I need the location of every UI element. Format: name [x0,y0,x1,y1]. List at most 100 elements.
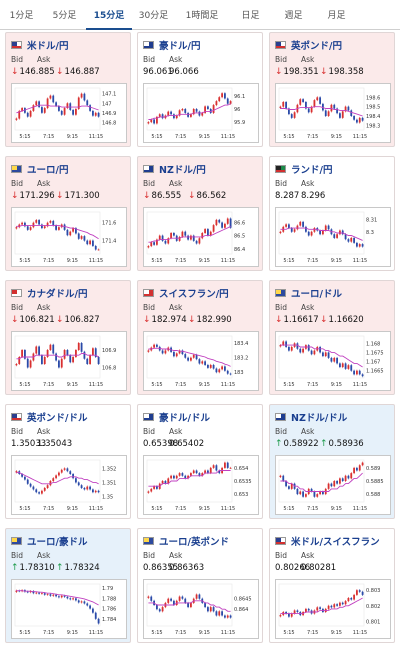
pair-name-link[interactable]: 豪ドル/円 [159,41,201,52]
tab-1[interactable]: 5分足 [52,11,77,21]
candle-body [207,364,209,368]
rate-card-cadjpy[interactable]: カナダドル/円 Bid Ask ↓106.821 ↓106.827 106.9 106.8 5… [5,280,131,395]
pair-name-link[interactable]: ユーロ/ドル [291,289,342,300]
pair-name-link[interactable]: 英ポンド/ドル [27,413,88,424]
candle-body [60,595,63,598]
mini-chart[interactable]: 183.4 183.2 183 5:15 7:15 9:15 11:15 [143,331,259,391]
candle-body [75,478,77,483]
candle-body [327,352,330,358]
bid-value: 1.35033 [11,439,47,449]
rate-card-nzdusd[interactable]: NZドル/ドル Bid Ask ↑0.58922 ↑0.58936 0.589 0.5885… [269,404,395,519]
y-tick-label: 198.5 [366,105,380,111]
tab-3[interactable]: 30分足 [138,11,169,21]
mini-chart[interactable]: 171.6 171.4 5:15 7:15 9:15 11:15 [11,207,127,267]
y-tick-label: 171.6 [102,221,116,227]
mini-chart[interactable]: 1.79 1.788 1.786 1.784 5:15 7:15 9:15 11:15 [11,579,127,639]
candle-body [207,607,209,612]
mini-chart[interactable]: 0.803 0.802 0.801 5:15 7:15 9:15 11:15 [275,579,391,639]
pair-name-link[interactable]: 英ポンド/円 [291,41,342,52]
candle-body [207,106,209,109]
rate-card-eurjpy[interactable]: ユーロ/円 Bid Ask ↓171.296 ↓171.300 171.6 171.4 5:1… [5,156,131,271]
tab-4[interactable]: 1時間足 [185,11,219,21]
mini-chart[interactable]: 86.6 86.5 86.4 5:15 7:15 9:15 11:15 [143,207,259,267]
ask-value-group: 8.296 [301,191,325,201]
y-tick-label: 146.9 [102,111,116,117]
tab-5[interactable]: 日足 [241,11,260,21]
mini-chart[interactable]: 96.1 96 95.9 5:15 7:15 9:15 11:15 [143,83,259,143]
pair-name-link[interactable]: ユーロ/豪ドル [27,537,88,548]
rate-card-eurusd[interactable]: ユーロ/ドル Bid Ask ↓1.16617 ↓1.16620 1.168 1.1675 1… [269,280,395,395]
ask-value: 146.887 [64,67,100,77]
mini-chart[interactable]: 106.9 106.8 5:15 7:15 9:15 11:15 [11,331,127,391]
flag-icon [143,41,154,49]
tab-0[interactable]: 1分足 [9,11,34,21]
candle-body [167,478,170,484]
rate-card-audjpy[interactable]: 豪ドル/円 Bid Ask 96.061 96.066 96.1 96 95.9 5:15 7:1… [137,32,263,147]
bid-value: 198.351 [283,67,319,77]
arrow-up-icon: ↑ [11,563,19,573]
x-tick-label: 11:15 [353,382,367,388]
mini-chart[interactable]: 0.589 0.5885 0.588 5:15 7:15 9:15 11:15 [275,455,391,515]
rate-card-zarjpy[interactable]: ランド/円 Bid Ask 8.287 8.296 8.31 8.3 5:15 7:15 9:15… [269,156,395,271]
mini-chart[interactable]: 1.352 1.351 1.35 5:15 7:15 9:15 11:15 [11,455,127,515]
candle-body [209,467,212,474]
rate-card-chfjpy[interactable]: スイスフラン/円 Bid Ask ↓182.974 ↓182.990 183.4 183.2… [137,280,263,395]
candle-body [181,231,184,237]
pair-name-link[interactable]: ユーロ/円 [27,165,69,176]
mini-chart[interactable]: 198.6 198.5 198.4 198.3 5:15 7:15 9:15 11:15 [275,83,391,143]
moving-average-line [148,347,231,367]
moving-average-line [280,106,363,117]
candlestick-chart: 96.1 96 95.9 5:15 7:15 9:15 11:15 [146,87,245,140]
moving-average-line [280,344,363,368]
pair-name-link[interactable]: ユーロ/英ポンド [159,537,229,548]
bid-label: Bid [275,427,287,436]
tab-6[interactable]: 週足 [284,11,303,21]
candle-body [356,590,358,595]
x-tick-label: 5:15 [19,506,30,512]
x-tick-label: 11:15 [89,258,103,264]
pair-name-link[interactable]: カナダドル/円 [27,289,88,300]
rate-card-usdjpy[interactable]: 米ドル/円 Bid Ask ↓146.885 ↓146.887 147.1 147 146.9… [5,32,131,147]
candle-body [229,218,232,228]
candle-body [77,600,80,603]
candle-body [77,97,80,109]
pair-name-link[interactable]: 豪ドル/ドル [159,413,210,424]
mini-chart[interactable]: 0.654 0.6535 0.653 5:15 7:15 9:15 11:15 [143,455,259,515]
tab-7[interactable]: 月足 [327,11,346,21]
rate-card-usdchf[interactable]: 米ドル/スイスフラン Bid Ask 0.80266 0.80281 0.803 0.802… [269,528,395,643]
card-header: ユーロ/ドル [275,286,342,300]
pair-name-link[interactable]: NZドル/円 [159,165,206,176]
pair-name-link[interactable]: 米ドル/スイスフラン [291,537,380,548]
rate-card-gbpjpy[interactable]: 英ポンド/円 Bid Ask ↓198.351 ↓198.358 198.6 198.5 19… [269,32,395,147]
candle-body [290,613,293,617]
tab-2[interactable]: 15分足 [86,0,132,30]
candle-body [21,222,23,225]
mini-chart[interactable]: 0.8645 0.864 5:15 7:15 9:15 11:15 [143,579,259,639]
pair-name-link[interactable]: 米ドル/円 [27,41,69,52]
candle-body [226,218,229,224]
candle-body [89,355,91,364]
pair-name-link[interactable]: スイスフラン/円 [159,289,229,300]
candle-body [161,235,164,241]
candle-body [89,240,91,245]
y-tick-label: 0.6535 [234,479,252,485]
rate-card-euraud[interactable]: ユーロ/豪ドル Bid Ask ↑1.78310 ↑1.78324 1.79 1.788 1.… [5,528,131,643]
rate-card-gbpusd[interactable]: 英ポンド/ドル Bid Ask 1.35033 1.35043 1.352 1.351 1.3… [5,404,131,519]
candle-body [333,357,336,362]
candle-body [147,491,150,493]
mini-chart[interactable]: 8.31 8.3 5:15 7:15 9:15 11:15 [275,207,391,267]
candle-body [350,473,353,479]
mini-chart[interactable]: 1.168 1.1675 1.167 1.1665 5:15 7:15 9:15 11:15 [275,331,391,391]
candle-body [215,465,218,471]
pair-name-link[interactable]: ランド/円 [291,165,333,176]
pair-name-link[interactable]: NZドル/ドル [291,413,348,424]
x-tick-label: 9:15 [67,506,78,512]
candle-body [58,596,60,598]
candle-body [43,488,46,491]
rate-card-audusd[interactable]: 豪ドル/ドル Bid Ask 0.65398 0.65402 0.654 0.6535 0.6… [137,404,263,519]
candle-body [77,343,80,350]
rate-card-nzdjpy[interactable]: NZドル/円 Bid Ask ↓86.555 ↓86.562 86.6 86.5 86.4 5:… [137,156,263,271]
rate-card-eurgbp[interactable]: ユーロ/英ポンド Bid Ask 0.86355 0.86363 0.8645 0.864 5… [137,528,263,643]
mini-chart[interactable]: 147.1 147 146.9 146.8 5:15 7:15 9:15 11:15 [11,83,127,143]
x-tick-label: 7:15 [43,506,54,512]
